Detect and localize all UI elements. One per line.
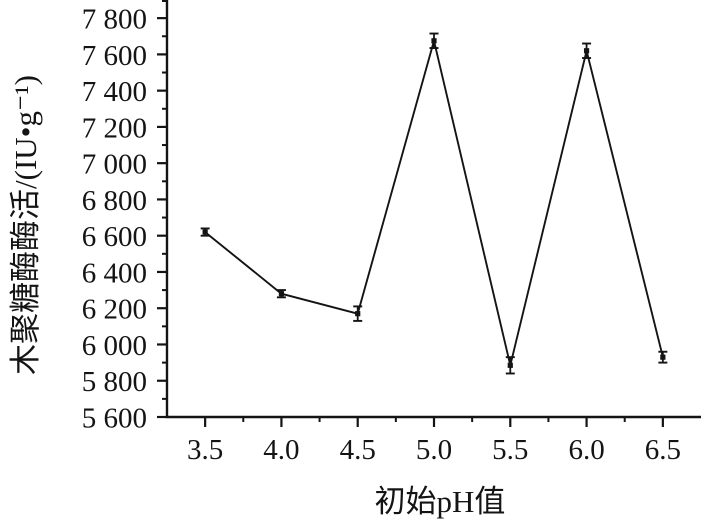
x-tick-label: 4.0: [263, 434, 299, 466]
y-tick-label: 7 400: [82, 76, 147, 108]
data-point-marker: [660, 354, 666, 360]
y-tick-label: 5 600: [82, 402, 147, 434]
x-tick-label: 6.0: [568, 434, 604, 466]
data-series: [200, 32, 668, 375]
x-axis-title: 初始pH值: [375, 484, 506, 519]
y-tick-label: 6 800: [82, 185, 147, 217]
data-point-marker: [355, 311, 361, 317]
y-tick-label: 6 400: [82, 257, 147, 289]
y-tick-label: 6 000: [82, 330, 147, 362]
y-tick-label: 6 600: [82, 221, 147, 253]
data-point-marker: [278, 291, 285, 297]
data-point-marker: [583, 48, 590, 54]
data-point-marker: [202, 229, 208, 235]
x-tick-label: 5.5: [492, 434, 528, 466]
tick-labels: 5 600 5 800 6 000 6 200 6 400 6 600 6 800 7 000…: [82, 4, 681, 466]
data-point-marker: [431, 38, 437, 44]
y-tick-label: 7 200: [82, 112, 147, 144]
y-axis-title: 木聚糖酶酶活/(IU•g⁻¹): [8, 75, 43, 375]
axis-ticks: [157, 0, 664, 427]
series-line: [204, 40, 664, 366]
y-tick-label: 7 800: [82, 4, 147, 36]
x-tick-label: 6.5: [645, 434, 681, 466]
x-tick-label: 3.5: [187, 434, 223, 466]
axes: [165, 0, 701, 419]
y-tick-label: 5 800: [82, 366, 147, 398]
y-tick-label: 7 600: [82, 40, 147, 72]
y-tick-label: 7 000: [82, 149, 147, 181]
x-tick-label: 5.0: [416, 434, 452, 466]
y-tick-label: 6 200: [82, 294, 147, 326]
x-tick-label: 4.5: [340, 434, 376, 466]
data-point-marker: [507, 362, 513, 368]
